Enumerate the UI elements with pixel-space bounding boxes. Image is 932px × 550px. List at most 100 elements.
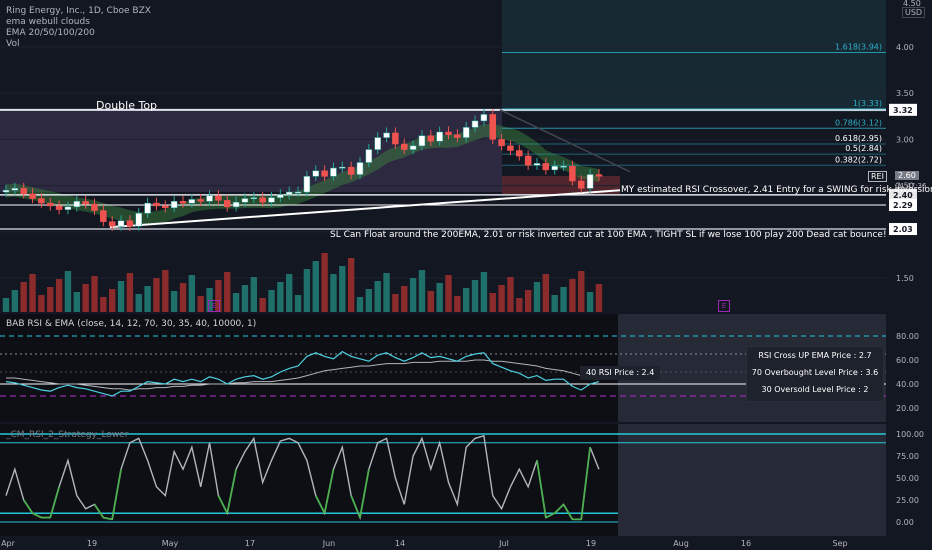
price-level-tag-text: 2.03 [893, 225, 913, 234]
crsi-axis-label: 25.00 [896, 496, 919, 505]
time-axis-bg [0, 536, 932, 550]
rsi-line [5, 350, 600, 397]
time-axis-label: 19 [586, 539, 596, 548]
candle-body [188, 199, 196, 204]
volume-bar [516, 298, 523, 312]
candle-body [427, 135, 435, 142]
time-axis-label: 16 [741, 539, 751, 548]
price-level-tag [889, 199, 917, 212]
candle-body [339, 166, 346, 169]
crsi-oversold-segment [323, 469, 335, 514]
candle-body [197, 199, 204, 202]
candle-body [365, 149, 373, 163]
candle-body [524, 155, 532, 166]
candle-body [578, 180, 585, 189]
volume-bar [294, 295, 302, 312]
symbol-title: Ring Energy, Inc., 1D, Cboe BZX [6, 6, 151, 16]
candle-body [542, 163, 550, 171]
candle-body [2, 189, 10, 193]
volume-bar [524, 290, 532, 312]
candle-body [489, 114, 496, 140]
candle-body [436, 131, 443, 142]
fib-label: 0.382(2.72) [835, 155, 882, 164]
candle-body [241, 198, 249, 203]
volume-bar [586, 292, 594, 312]
volume-bar [197, 296, 204, 312]
candle-body [303, 176, 311, 193]
candle-body [551, 165, 558, 171]
volume-bar [303, 269, 311, 312]
time-axis-label: Jul [498, 539, 509, 548]
volume-bar [365, 289, 373, 312]
crsi-oversold-segment [103, 516, 113, 521]
price-axis-label: 4.00 [896, 43, 914, 52]
time-axis-label: 17 [245, 539, 255, 548]
price-axis-label: 4.50 [903, 0, 921, 8]
rsi-price-tag: 40 RSI Price : 2.4 [580, 366, 661, 380]
candle-body [312, 170, 319, 177]
crsi-oversold-segment [350, 495, 361, 518]
crsi-axis-label: 50.00 [896, 474, 919, 483]
candle-body [294, 191, 302, 194]
volume-bar [144, 286, 151, 312]
crsi-panel-title[interactable]: _CM_RSI_2_Strategy_Lower [6, 430, 129, 440]
candle-body [100, 210, 107, 222]
candle-body [507, 145, 514, 151]
candle-body [401, 143, 408, 150]
crsi-oversold-segment [359, 469, 370, 518]
volume-bar [82, 284, 89, 312]
candle-body [47, 202, 54, 207]
indicator-volume[interactable]: Vol [6, 39, 20, 49]
candle-body [162, 205, 169, 209]
candle-body [516, 150, 523, 157]
volume-bar [569, 279, 576, 312]
fib-zone-shade [502, 0, 886, 112]
fib-label: 1(3.33) [853, 99, 882, 108]
time-axis-label: Jun [322, 539, 336, 548]
volume-bar [286, 274, 293, 312]
candle-body [480, 114, 488, 122]
crsi-oversold-segment [93, 503, 105, 519]
candle-body [392, 132, 399, 145]
price-axis-label: 3.00 [896, 135, 914, 144]
candle-body [170, 201, 178, 209]
rsi-panel-title[interactable]: BAB RSI & EMA (close, 14, 12, 70, 30, 35… [6, 319, 257, 329]
volume-bar [392, 294, 399, 312]
candle-body [55, 205, 63, 210]
currency-badge[interactable]: USD [902, 7, 926, 18]
volume-bar [224, 272, 231, 312]
candle-body [560, 165, 567, 168]
indicator-ema-clouds[interactable]: ema webull clouds [6, 17, 90, 27]
volume-bar [321, 253, 328, 312]
volume-bar [91, 276, 98, 312]
crsi-oversold-segment [580, 447, 591, 520]
volume-bar [542, 274, 550, 312]
crsi-oversold-segment [217, 495, 229, 514]
volume-bar [463, 288, 470, 312]
candle-body [569, 165, 576, 182]
candle-body [383, 132, 390, 138]
price-level-tag-text: 2.40 [893, 191, 913, 200]
candle-body [215, 195, 222, 201]
candle-body [285, 191, 293, 196]
stop-loss-note: SL Can Float around the 200EMA, 2.01 or … [330, 230, 887, 240]
candle-body [38, 198, 45, 204]
fib-label: 1.618(3.94) [835, 43, 882, 52]
crsi-oversold-segment [314, 495, 326, 514]
earnings-badge[interactable]: E [208, 300, 220, 312]
volume-bar [179, 283, 187, 312]
candle-body [20, 188, 27, 195]
volume-bar [38, 295, 45, 312]
candle-body [471, 120, 479, 128]
volume-bar [595, 284, 603, 312]
earnings-badge[interactable]: E [718, 300, 730, 312]
price-level-tag-text: 3.32 [893, 106, 913, 115]
volume-bar [489, 293, 496, 312]
candle-body [454, 134, 461, 138]
volume-bar [2, 298, 10, 312]
volume-bar [11, 290, 19, 312]
volume-bar [109, 289, 116, 312]
crsi-oversold-segment [536, 460, 547, 518]
price-level-tag-text: 2.29 [893, 201, 913, 210]
indicator-ema-ribbon[interactable]: EMA 20/50/100/200 [6, 28, 95, 38]
